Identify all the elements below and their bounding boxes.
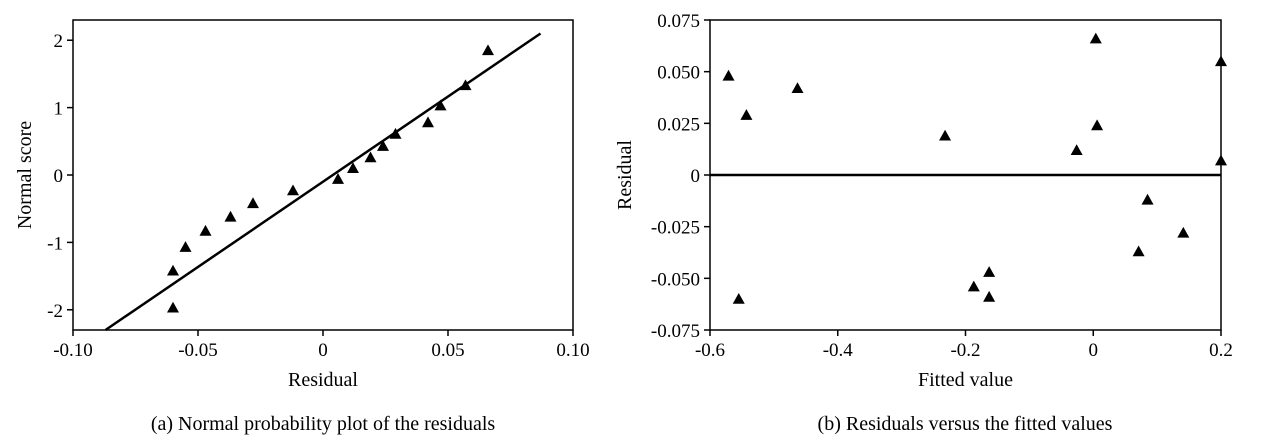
data-point [167, 301, 179, 313]
y-tick-label: -0.050 [651, 269, 700, 290]
y-tick-label: 0.075 [657, 11, 700, 32]
reference-line [104, 32, 542, 332]
x-tick-label: -0.6 [695, 340, 725, 361]
data-point [732, 293, 745, 304]
data-point [332, 173, 344, 184]
y-tick-label: -2 [47, 301, 63, 322]
x-axis-label: Residual [288, 369, 358, 391]
data-point [389, 127, 402, 139]
y-tick-label: 0.025 [657, 114, 700, 135]
data-point [482, 44, 494, 56]
x-tick-label: -0.05 [178, 340, 218, 361]
x-tick-label: 0 [1089, 340, 1099, 361]
y-tick-label: -1 [47, 233, 63, 254]
data-point [1091, 119, 1104, 131]
x-tick-label: 0 [318, 340, 328, 361]
y-tick-label: 2 [54, 31, 64, 52]
x-tick-label: -0.10 [53, 340, 93, 361]
chart-caption: (b) Residuals versus the fitted values [818, 413, 1113, 435]
x-tick-label: -0.2 [950, 340, 980, 361]
y-axis-label: Residual [614, 140, 636, 210]
plot-frame [72, 19, 574, 331]
chart-a: -0.10 -0.05 0 0.05 0.10 2 1 0 -1 -2 Residual Normal… [14, 19, 590, 435]
data-point [983, 290, 996, 302]
x-tick-label: 0.2 [1209, 340, 1233, 361]
y-tick-label: 1 [54, 99, 64, 120]
data-point [167, 264, 179, 276]
data-point [1177, 226, 1190, 238]
data-point [1132, 245, 1145, 257]
data-point [287, 184, 299, 196]
data-point [791, 82, 804, 93]
data-point [224, 210, 237, 222]
x-tick-label: 0.05 [431, 340, 464, 361]
data-point [434, 99, 447, 111]
y-tick-label: 0 [54, 166, 64, 187]
data-point [722, 69, 735, 81]
y-tick-label: -0.075 [651, 321, 700, 342]
data-point [347, 162, 359, 174]
data-point [1141, 193, 1154, 205]
data-point [1215, 55, 1227, 67]
data-point [967, 280, 980, 292]
x-tick-label: 0.10 [556, 340, 589, 361]
data-point [179, 241, 192, 252]
data-point [422, 116, 434, 128]
x-axis-label: Fitted value [918, 369, 1013, 391]
data-point [1089, 32, 1102, 44]
data-point [364, 151, 377, 163]
data-point [459, 79, 472, 91]
data-point [740, 109, 753, 120]
data-point [247, 197, 259, 209]
data-point [1215, 154, 1227, 166]
x-tick-label: -0.4 [823, 340, 854, 361]
chart-caption: (a) Normal probability plot of the resid… [151, 413, 496, 435]
data-point [983, 266, 996, 277]
y-tick-label: -0.025 [651, 218, 700, 239]
data-point [1070, 144, 1083, 155]
data-point [939, 129, 952, 141]
y-tick-label: 0 [691, 166, 701, 187]
y-axis-label: Normal score [14, 121, 36, 229]
chart-b: -0.6 -0.4 -0.2 0 0.2 0.075 0.050 0.025 0 -0.025 -0… [614, 11, 1233, 435]
data-point [377, 140, 389, 151]
data-point [199, 224, 212, 236]
y-tick-label: 0.050 [657, 63, 700, 84]
